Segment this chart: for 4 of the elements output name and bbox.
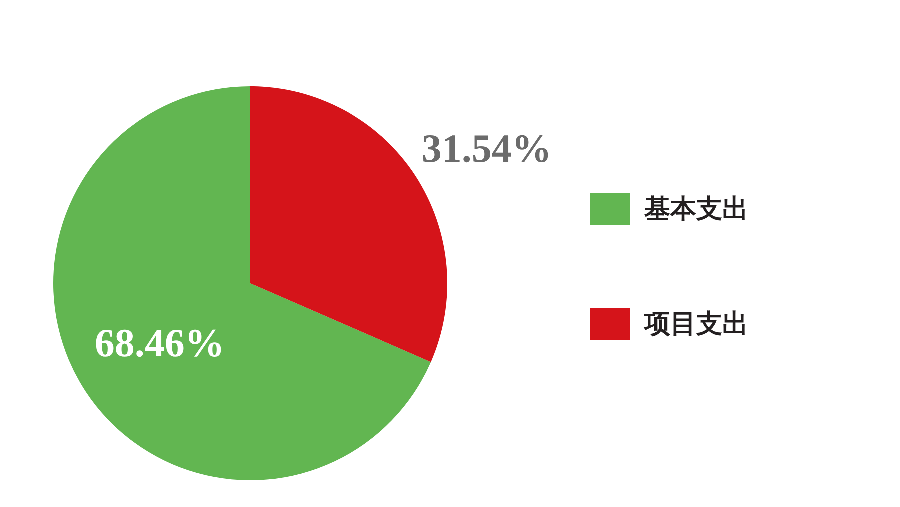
legend-label: 基本支出 bbox=[644, 194, 748, 224]
data-label: 68.46% bbox=[94, 320, 225, 366]
data-label: 31.54% bbox=[422, 126, 552, 172]
legend-label: 项目支出 bbox=[644, 310, 748, 340]
